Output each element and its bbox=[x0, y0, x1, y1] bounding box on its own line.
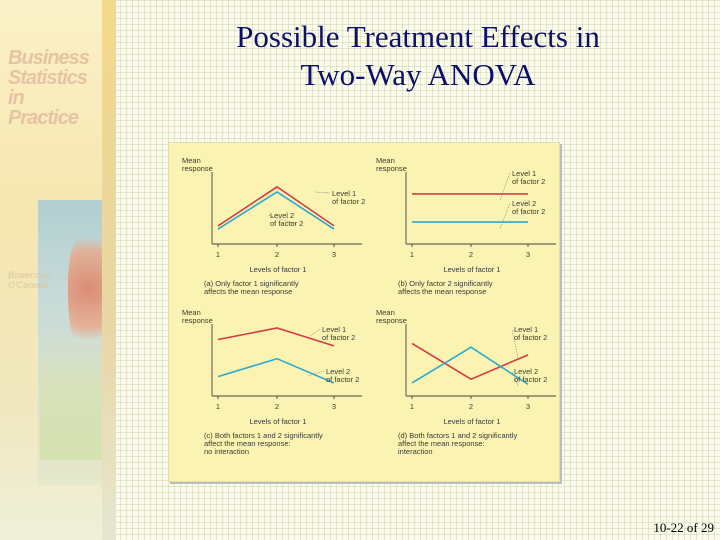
x-tick-label: 1 bbox=[216, 250, 220, 259]
legend-leader-line bbox=[499, 172, 511, 201]
author-name: O'Connell bbox=[8, 280, 48, 290]
panel-caption: affect the mean response: bbox=[398, 439, 485, 448]
series-line-level-2 bbox=[217, 191, 335, 230]
y-axis-label: response bbox=[182, 164, 213, 173]
series-line-level-1 bbox=[411, 342, 529, 381]
panel-caption: (b) Only factor 2 significantly bbox=[398, 279, 493, 288]
legend-leader-line bbox=[267, 214, 297, 225]
slide-title-line-2: Two-Way ANOVA bbox=[300, 57, 536, 92]
cover-stripe bbox=[102, 0, 116, 540]
x-tick-label: 2 bbox=[469, 250, 473, 259]
panel-caption: (c) Both factors 1 and 2 significantly bbox=[204, 431, 323, 440]
cover-photo-green bbox=[40, 340, 102, 460]
x-tick-label: 1 bbox=[216, 402, 220, 411]
legend-label-level-1: Level 1 bbox=[332, 189, 356, 198]
legend-leader-line bbox=[309, 328, 321, 337]
x-axis-label: Levels of factor 1 bbox=[443, 265, 500, 274]
series-line-level-1 bbox=[217, 185, 335, 227]
slide-title: Possible Treatment Effects in Two-Way AN… bbox=[116, 18, 720, 94]
cover-photo-red bbox=[68, 235, 102, 355]
legend-label-level-2: Level 2 bbox=[514, 367, 538, 376]
x-tick-label: 3 bbox=[332, 250, 336, 259]
panel-caption: affect the mean response: bbox=[204, 439, 291, 448]
legend-label-level-2: of factor 2 bbox=[514, 375, 547, 384]
book-title: Business Statistics in Practice bbox=[8, 47, 90, 129]
x-axis-label: Levels of factor 1 bbox=[249, 265, 306, 274]
sidebar-book-cover: Business Statistics in Practice Bowerman… bbox=[0, 0, 116, 540]
legend-label-level-2: Level 2 bbox=[512, 199, 536, 208]
x-axis-label: Levels of factor 1 bbox=[249, 417, 306, 426]
y-axis-label: Mean bbox=[182, 156, 201, 165]
series-line-level-1 bbox=[217, 327, 335, 347]
x-tick-label: 2 bbox=[275, 250, 279, 259]
legend-label-level-2: Level 2 bbox=[326, 367, 350, 376]
panel-caption: (d) Both factors 1 and 2 significantly bbox=[398, 431, 517, 440]
legend-label-level-2: of factor 2 bbox=[270, 219, 303, 228]
legend-leader-line bbox=[315, 191, 331, 194]
legend-label-level-1: of factor 2 bbox=[514, 333, 547, 342]
book-title-line: in Practice bbox=[8, 87, 79, 129]
x-tick-label: 2 bbox=[469, 402, 473, 411]
book-title-line: Business bbox=[8, 47, 90, 69]
author-name: Bowerman bbox=[8, 270, 52, 280]
legend-label-level-1: Level 1 bbox=[512, 169, 536, 178]
y-axis-label: response bbox=[376, 316, 407, 325]
x-tick-label: 1 bbox=[410, 250, 414, 259]
y-axis-label: Mean bbox=[182, 308, 201, 317]
series-line-level-2 bbox=[411, 346, 529, 385]
y-axis-label: response bbox=[182, 316, 213, 325]
panel-caption: affects the mean response bbox=[204, 287, 292, 296]
book-title-line: Statistics bbox=[8, 67, 88, 89]
x-axis-label: Levels of factor 1 bbox=[443, 417, 500, 426]
figure-background bbox=[168, 142, 560, 482]
series-line-level-2 bbox=[217, 357, 335, 384]
legend-label-level-1: of factor 2 bbox=[332, 197, 365, 206]
legend-leader-line bbox=[499, 202, 511, 229]
legend-label-level-2: of factor 2 bbox=[512, 207, 545, 216]
treatment-effects-figure: Mean response 1 2 3 Levels of factor 1 Level 1… bbox=[168, 142, 560, 482]
legend-leader-line bbox=[307, 370, 325, 377]
panel-caption: (a) Only factor 1 significantly bbox=[204, 279, 299, 288]
book-authors: Bowerman O'Connell bbox=[8, 270, 52, 290]
panel-caption: no interaction bbox=[204, 447, 249, 456]
x-tick-label: 2 bbox=[275, 402, 279, 411]
x-tick-label: 3 bbox=[526, 402, 530, 411]
legend-label-level-2: Level 2 bbox=[270, 211, 294, 220]
legend-label-level-1: Level 1 bbox=[322, 325, 346, 334]
y-axis-label: response bbox=[376, 164, 407, 173]
x-tick-label: 3 bbox=[526, 250, 530, 259]
legend-label-level-2: of factor 2 bbox=[326, 375, 359, 384]
panel-caption: affects the mean response bbox=[398, 287, 486, 296]
x-tick-label: 1 bbox=[410, 402, 414, 411]
slide-title-line-1: Possible Treatment Effects in bbox=[236, 19, 600, 54]
legend-label-level-1: of factor 2 bbox=[322, 333, 355, 342]
y-axis-label: Mean bbox=[376, 308, 395, 317]
legend-label-level-1: Level 1 bbox=[514, 325, 538, 334]
y-axis-label: Mean bbox=[376, 156, 395, 165]
page-number: 10-22 of 29 bbox=[653, 520, 714, 535]
legend-label-level-1: of factor 2 bbox=[512, 177, 545, 186]
legend-leader-line bbox=[511, 328, 519, 359]
x-tick-label: 3 bbox=[332, 402, 336, 411]
panel-caption: interaction bbox=[398, 447, 433, 456]
